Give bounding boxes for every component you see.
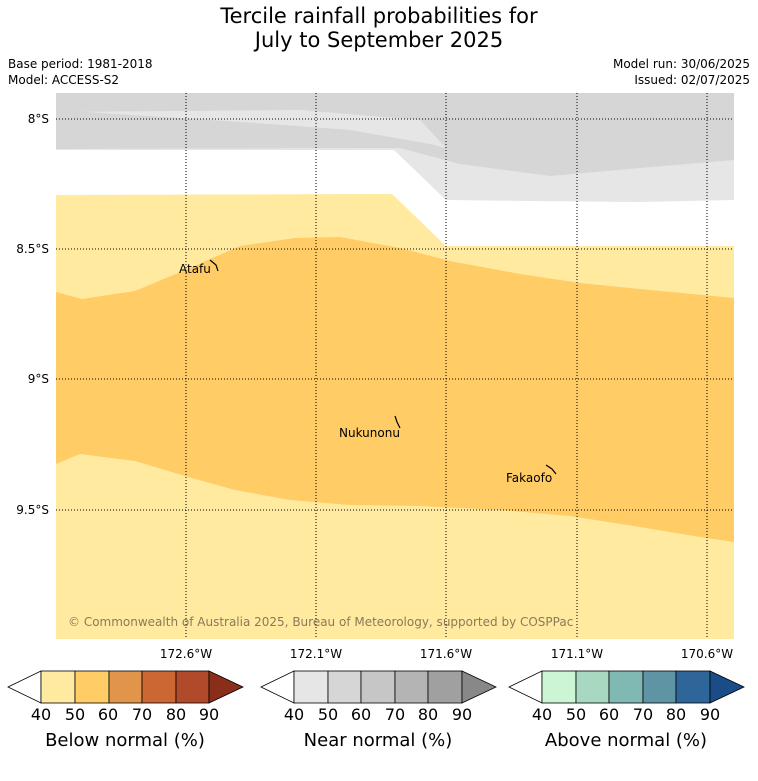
colorbar-segment xyxy=(575,670,610,704)
below-normal-50-region xyxy=(56,237,734,542)
colorbar-tick: 90 xyxy=(699,705,721,724)
model-name: Model: ACCESS-S2 xyxy=(8,73,120,87)
lat-label: 8.5°S xyxy=(16,242,49,256)
colorbar-tick: 90 xyxy=(198,705,220,724)
meta-left: Base period: 1981-2018 Model: ACCESS-S2 xyxy=(8,56,153,88)
colorbar-extend-low xyxy=(260,670,295,704)
issued-date: Issued: 02/07/2025 xyxy=(634,73,750,87)
colorbar-extend-low xyxy=(7,670,42,704)
map-title: Tercile rainfall probabilities for July … xyxy=(0,4,758,52)
colorbar-tick: 60 xyxy=(350,705,372,724)
colorbar-segment xyxy=(541,670,577,704)
colorbar-tick: 40 xyxy=(30,705,52,724)
lon-label: 172.1°W xyxy=(290,647,342,661)
lat-label: 9°S xyxy=(28,372,49,386)
colorbar-above-normal xyxy=(508,670,745,704)
lon-label: 171.1°W xyxy=(551,647,603,661)
colorbar-tick: 80 xyxy=(665,705,687,724)
colorbar-segment xyxy=(175,670,210,704)
title-line1: Tercile rainfall probabilities for xyxy=(220,4,538,28)
colorbar-segment xyxy=(141,670,177,704)
model-run: Model run: 30/06/2025 xyxy=(612,57,750,71)
colorbar-segment xyxy=(608,670,644,704)
colorbar-extend-high xyxy=(461,670,497,704)
colorbar-tick: 80 xyxy=(165,705,187,724)
lon-label: 171.6°W xyxy=(420,647,472,661)
title-line2: July to September 2025 xyxy=(254,28,504,52)
colorbar-segment xyxy=(293,670,329,704)
colorbar-segment xyxy=(642,670,677,704)
atoll-outlines xyxy=(209,259,557,475)
probability-shading xyxy=(56,93,734,639)
colorbar-tick: 50 xyxy=(64,705,86,724)
atafu-outline xyxy=(209,259,219,272)
colorbar-tick: 40 xyxy=(531,705,553,724)
colorbar-extend-high xyxy=(709,670,745,704)
place-label-fakaofo: Fakaofo xyxy=(506,471,552,485)
base-period: Base period: 1981-2018 xyxy=(8,57,153,71)
place-label-nukunonu: Nukunonu xyxy=(339,426,400,440)
colorbar-tick: 70 xyxy=(632,705,654,724)
fakaofo-outline xyxy=(545,464,557,475)
colorbar-near-normal xyxy=(260,670,497,704)
colorbar-segment xyxy=(40,670,76,704)
place-label-atafu: Atafu xyxy=(179,262,211,276)
colorbar-segment xyxy=(394,670,429,704)
colorbar-tick: 70 xyxy=(384,705,406,724)
colorbar-segment xyxy=(327,670,362,704)
colorbar-tick: 60 xyxy=(97,705,119,724)
colorbar-tick: 50 xyxy=(317,705,339,724)
lat-label: 8°S xyxy=(28,112,49,126)
colorbar-tick: 70 xyxy=(131,705,153,724)
colorbar-extend-low xyxy=(508,670,543,704)
lat-label: 9.5°S xyxy=(16,503,49,517)
colorbar-tick: 90 xyxy=(451,705,473,724)
colorbar-tick: 60 xyxy=(598,705,620,724)
colorbar-segment xyxy=(74,670,110,704)
colorbar-label-below-normal: Below normal (%) xyxy=(45,730,205,751)
colorbar-extend-high xyxy=(208,670,244,704)
colorbar-tick: 40 xyxy=(283,705,305,724)
lon-label: 172.6°W xyxy=(160,647,212,661)
colorbar-label-above-normal: Above normal (%) xyxy=(544,730,708,751)
meta-right: Model run: 30/06/2025 Issued: 02/07/2025 xyxy=(613,56,750,88)
colorbar-tick: 80 xyxy=(417,705,439,724)
colorbar-label-near-normal: Near normal (%) xyxy=(303,730,453,751)
nukunonu-outline xyxy=(394,415,401,429)
colorbar-segment xyxy=(675,670,711,704)
near-normal-50-region xyxy=(56,93,734,176)
colorbar-segment xyxy=(108,670,143,704)
copyright-notice: © Commonwealth of Australia 2025, Bureau… xyxy=(68,615,573,629)
colorbar-segment xyxy=(360,670,396,704)
colorbar-below-normal xyxy=(7,670,244,704)
colorbar-tick: 50 xyxy=(565,705,587,724)
colorbar-segment xyxy=(427,670,463,704)
gridlines xyxy=(56,93,734,639)
lon-label: 170.6°W xyxy=(681,647,733,661)
